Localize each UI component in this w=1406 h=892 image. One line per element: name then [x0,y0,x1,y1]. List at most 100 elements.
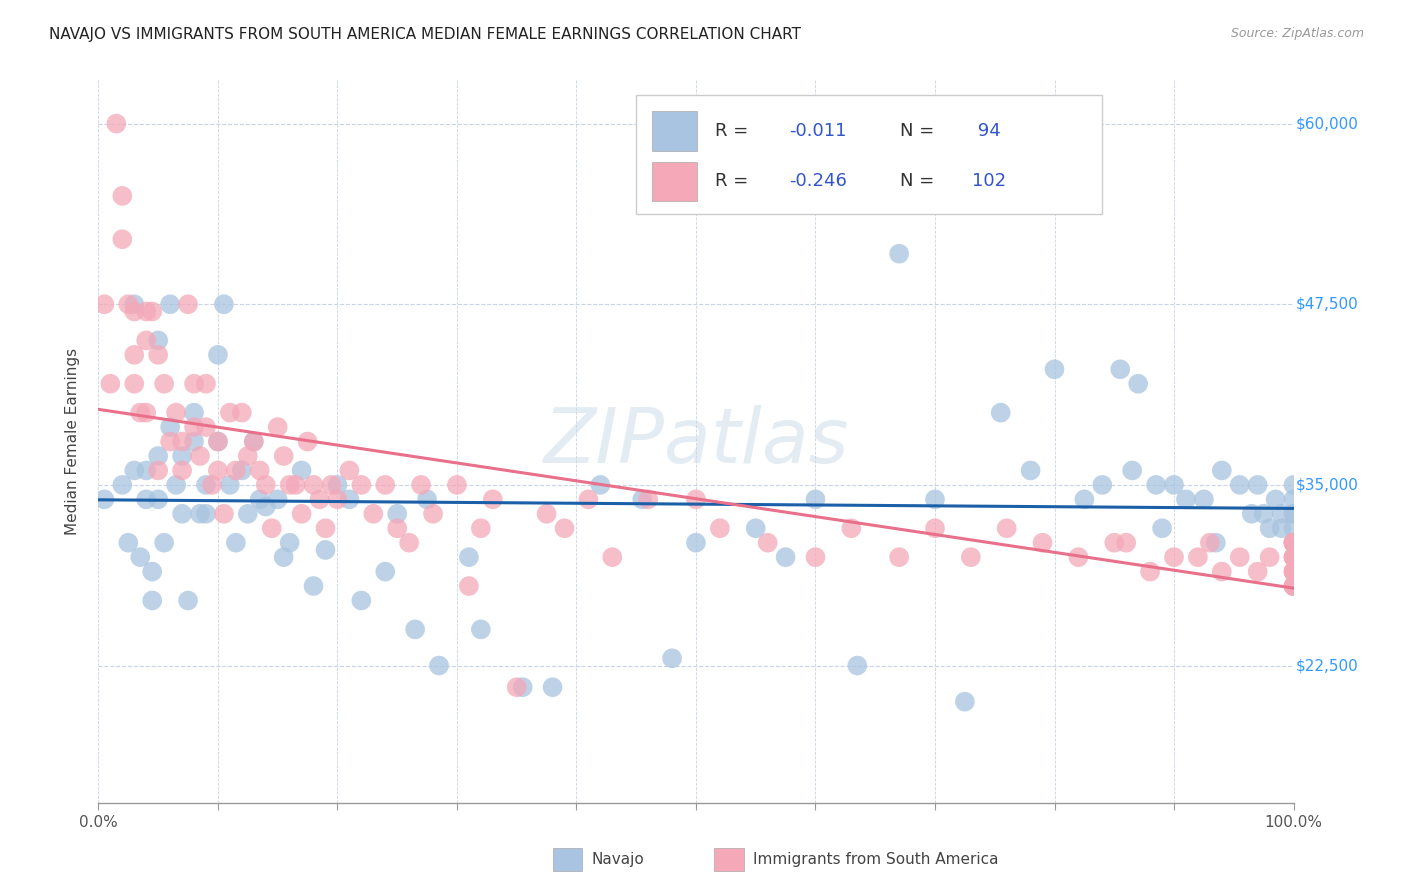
Point [315,521,337,535]
Point [201,478,224,492]
Point [291,507,314,521]
Point [1282,565,1305,579]
Point [225,463,247,477]
Point [207,434,229,449]
Point [254,478,277,492]
Point [172,507,194,521]
Point [995,521,1018,535]
Text: -0.011: -0.011 [789,122,846,140]
Point [404,623,426,637]
Point [148,449,170,463]
Point [124,348,146,362]
Point [1282,565,1305,579]
Point [297,434,319,449]
Point [111,478,134,492]
Point [195,507,218,521]
Point [374,478,396,492]
Point [183,406,205,420]
Point [117,535,139,549]
Point [446,478,468,492]
Point [1282,535,1305,549]
Point [284,478,307,492]
Point [1067,550,1090,565]
FancyBboxPatch shape [652,161,697,202]
Text: ZIPatlas: ZIPatlas [543,405,849,478]
Point [141,304,163,318]
Text: $22,500: $22,500 [1296,658,1358,673]
Point [339,463,361,477]
Point [159,434,181,449]
Point [172,449,194,463]
Point [321,478,343,492]
Point [249,463,271,477]
Point [236,449,259,463]
FancyBboxPatch shape [637,95,1102,214]
Point [188,507,211,521]
Point [1019,463,1042,477]
Point [1205,535,1227,549]
Point [278,478,301,492]
Point [960,550,983,565]
Point [1115,535,1137,549]
Text: Navajo: Navajo [592,853,645,867]
Point [1258,550,1281,565]
Point [225,535,247,549]
Point [1282,535,1305,549]
Text: $60,000: $60,000 [1296,116,1358,131]
Point [1091,478,1114,492]
Point [924,492,946,507]
Point [1282,507,1305,521]
Text: NAVAJO VS IMMIGRANTS FROM SOUTH AMERICA MEDIAN FEMALE EARNINGS CORRELATION CHART: NAVAJO VS IMMIGRANTS FROM SOUTH AMERICA … [49,27,801,42]
Point [129,550,152,565]
Point [1282,579,1305,593]
Point [1282,535,1305,549]
Point [363,507,385,521]
Point [308,492,330,507]
Text: N =: N = [900,172,941,190]
Point [188,449,211,463]
Point [745,521,768,535]
Point [924,521,946,535]
Point [685,492,707,507]
Point [398,535,420,549]
Point [148,334,170,348]
Point [512,680,534,694]
Point [1282,579,1305,593]
Point [135,334,157,348]
Point [172,463,194,477]
Point [1073,492,1095,507]
Point [267,492,290,507]
Point [350,478,373,492]
FancyBboxPatch shape [652,111,697,151]
Point [889,550,911,565]
Point [135,492,157,507]
Point [1282,550,1305,565]
Point [177,593,200,607]
Point [416,492,439,507]
Point [385,521,409,535]
Point [804,492,827,507]
Point [541,680,564,694]
Point [1211,565,1233,579]
Point [1282,521,1305,535]
Point [207,463,229,477]
Point [111,232,134,246]
Point [1282,507,1305,521]
Point [889,246,911,260]
Text: 102: 102 [972,172,1007,190]
Text: Source: ZipAtlas.com: Source: ZipAtlas.com [1230,27,1364,40]
Point [129,406,152,420]
Point [159,420,181,434]
Point [1282,579,1305,593]
Point [458,550,481,565]
Point [506,680,529,694]
Point [1139,565,1161,579]
Point [1211,463,1233,477]
Point [1264,492,1286,507]
Point [804,550,827,565]
Point [141,593,163,607]
Point [458,579,481,593]
Text: $47,500: $47,500 [1296,297,1358,312]
Point [427,658,450,673]
Point [105,117,128,131]
